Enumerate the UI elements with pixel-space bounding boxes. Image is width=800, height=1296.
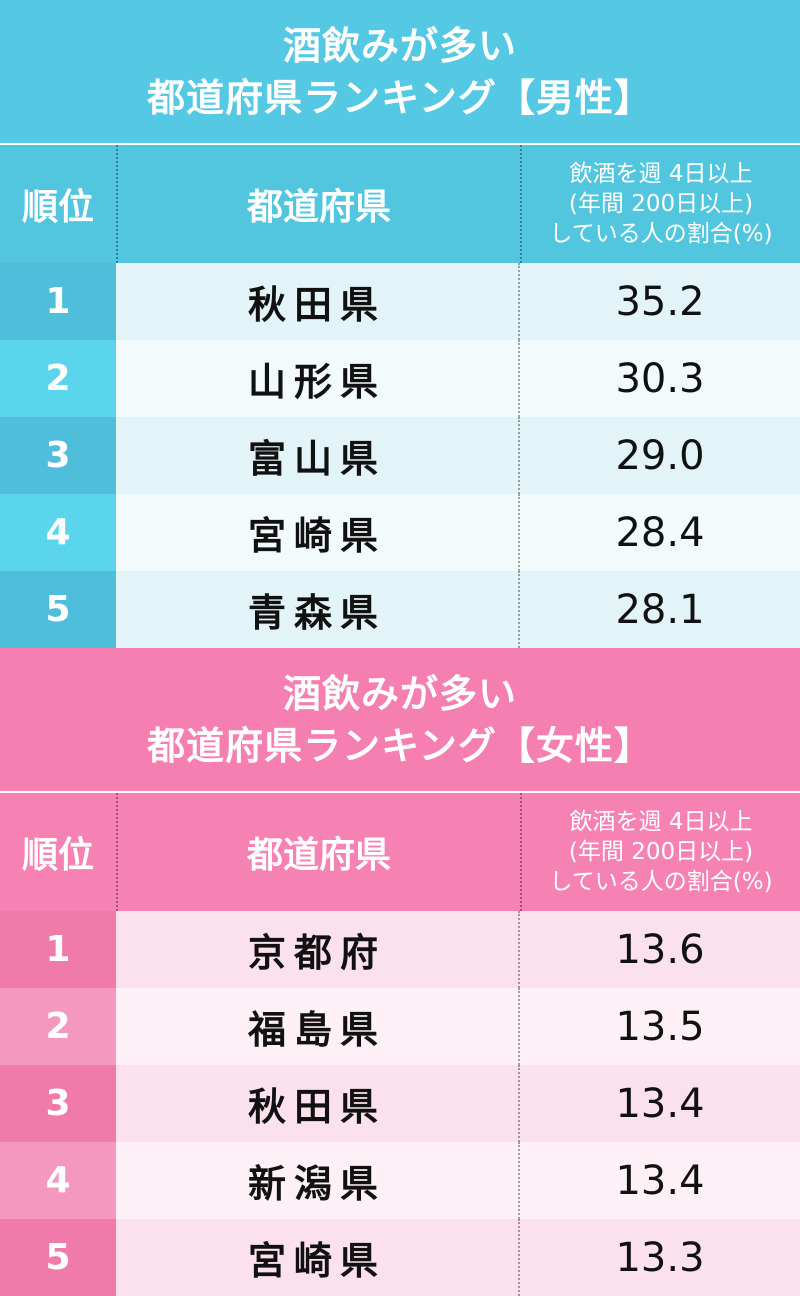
female-header-row: 順位 都道府県 飲酒を週 4日以上 (年間 200日以上) している人の割合(%… (0, 791, 800, 911)
rank-cell: 4 (0, 1142, 116, 1219)
female-ranking-table: 酒飲みが多い 都道府県ランキング【女性】 順位 都道府県 飲酒を週 4日以上 (… (0, 648, 800, 1296)
rank-header: 順位 (21, 187, 94, 228)
value-cell: 13.4 (520, 1065, 800, 1142)
rank-cell: 2 (0, 988, 116, 1065)
rank-cell: 3 (0, 417, 116, 494)
value-cell: 29.0 (520, 417, 800, 494)
table-row: 4 宮崎県 28.4 (0, 494, 800, 571)
rank-cell: 1 (0, 263, 116, 340)
prefecture-cell: 新潟県 (116, 1142, 520, 1219)
value-header: 飲酒を週 4日以上 (年間 200日以上) している人の割合(%) (522, 145, 800, 263)
prefecture-header: 都道府県 (116, 145, 522, 263)
male-title: 酒飲みが多い 都道府県ランキング【男性】 (0, 0, 800, 143)
value-header: 飲酒を週 4日以上 (年間 200日以上) している人の割合(%) (522, 793, 800, 911)
female-title-line2: 都道府県ランキング【女性】 (147, 723, 653, 768)
prefecture-cell: 山形県 (116, 340, 520, 417)
rank-cell: 4 (0, 494, 116, 571)
table-row: 4 新潟県 13.4 (0, 1142, 800, 1219)
value-header-line1: 飲酒を週 4日以上 (569, 809, 753, 835)
rank-cell: 2 (0, 340, 116, 417)
table-row: 3 秋田県 13.4 (0, 1065, 800, 1142)
value-cell: 35.2 (520, 263, 800, 340)
value-header-line2: (年間 200日以上) (568, 191, 754, 217)
prefecture-cell: 青森県 (116, 571, 520, 648)
male-ranking-table: 酒飲みが多い 都道府県ランキング【男性】 順位 都道府県 飲酒を週 4日以上 (… (0, 0, 800, 648)
prefecture-cell: 秋田県 (116, 263, 520, 340)
value-cell: 13.5 (520, 988, 800, 1065)
value-cell: 13.6 (520, 911, 800, 988)
male-title-line2: 都道府県ランキング【男性】 (147, 75, 653, 120)
table-row: 5 宮崎県 13.3 (0, 1219, 800, 1296)
rank-cell: 5 (0, 571, 116, 648)
male-title-line1: 酒飲みが多い (282, 23, 517, 68)
value-cell: 28.1 (520, 571, 800, 648)
rank-cell: 5 (0, 1219, 116, 1296)
value-cell: 13.4 (520, 1142, 800, 1219)
prefecture-cell: 秋田県 (116, 1065, 520, 1142)
table-row: 2 福島県 13.5 (0, 988, 800, 1065)
table-row: 5 青森県 28.1 (0, 571, 800, 648)
prefecture-cell: 富山県 (116, 417, 520, 494)
female-title: 酒飲みが多い 都道府県ランキング【女性】 (0, 648, 800, 791)
male-rows: 1 秋田県 35.2 2 山形県 30.3 3 富山県 29.0 4 宮崎県 2… (0, 263, 800, 648)
value-header-line3: している人の割合(%) (549, 869, 773, 895)
value-cell: 13.3 (520, 1219, 800, 1296)
female-title-line1: 酒飲みが多い (282, 671, 517, 716)
value-cell: 28.4 (520, 494, 800, 571)
prefecture-header: 都道府県 (116, 793, 522, 911)
table-row: 1 京都府 13.6 (0, 911, 800, 988)
value-header-line3: している人の割合(%) (549, 221, 773, 247)
female-rows: 1 京都府 13.6 2 福島県 13.5 3 秋田県 13.4 4 新潟県 1… (0, 911, 800, 1296)
value-header-line2: (年間 200日以上) (568, 839, 754, 865)
table-row: 3 富山県 29.0 (0, 417, 800, 494)
table-row: 1 秋田県 35.2 (0, 263, 800, 340)
male-header-row: 順位 都道府県 飲酒を週 4日以上 (年間 200日以上) している人の割合(%… (0, 143, 800, 263)
rank-cell: 3 (0, 1065, 116, 1142)
table-row: 2 山形県 30.3 (0, 340, 800, 417)
prefecture-cell: 宮崎県 (116, 1219, 520, 1296)
value-header-line1: 飲酒を週 4日以上 (569, 161, 753, 187)
prefecture-cell: 福島県 (116, 988, 520, 1065)
rank-cell: 1 (0, 911, 116, 988)
prefecture-cell: 京都府 (116, 911, 520, 988)
value-cell: 30.3 (520, 340, 800, 417)
rank-header: 順位 (21, 835, 94, 876)
prefecture-cell: 宮崎県 (116, 494, 520, 571)
